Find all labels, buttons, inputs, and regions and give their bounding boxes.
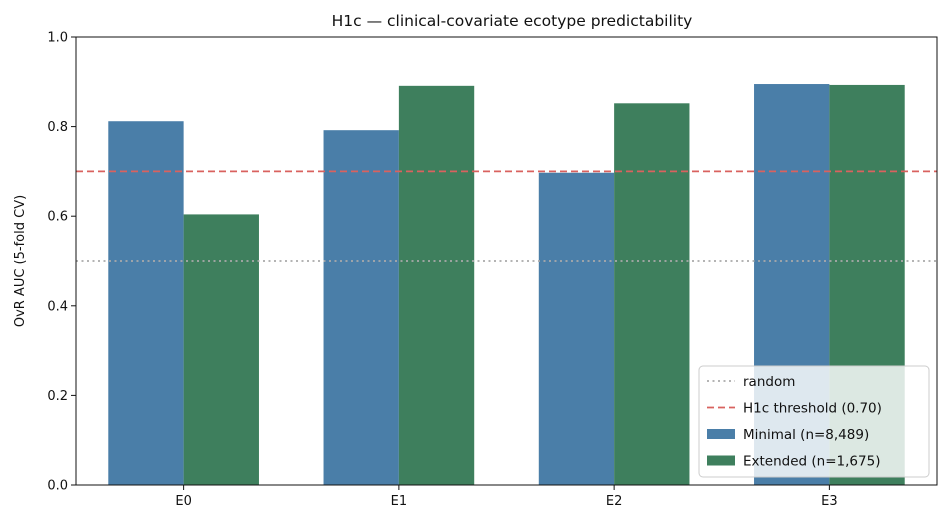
- x-tick-label: E2: [606, 494, 623, 509]
- x-tick-label: E3: [821, 494, 838, 509]
- x-tick-label: E0: [175, 494, 192, 509]
- axes-frame: [75, 36, 938, 486]
- legend-label: random: [743, 374, 795, 390]
- legend-label: Minimal (n=8,489): [743, 427, 869, 443]
- legend-label: Extended (n=1,675): [743, 454, 880, 470]
- y-tick-label: 0.6: [47, 210, 68, 225]
- chart-title: H1c — clinical-covariate ecotype predict…: [332, 12, 693, 30]
- legend-box: [698, 365, 930, 478]
- y-tick-label: 1.0: [47, 31, 68, 46]
- y-tick-label: 0.8: [47, 120, 68, 135]
- bar-extended-e0: [183, 214, 259, 485]
- bar-extended-e1: [398, 85, 475, 485]
- x-tick-label: E1: [391, 494, 408, 509]
- legend-patch-swatch: [707, 455, 735, 466]
- legend-label: H1c threshold (0.70): [743, 401, 882, 417]
- bar-minimal-e2: [538, 172, 615, 485]
- bar-minimal-e1: [323, 130, 399, 485]
- legend: random H1c threshold (0.70) Minimal (n=8,4…: [698, 365, 930, 478]
- bar-minimal-e0: [108, 121, 184, 485]
- bar-extended-e2: [614, 103, 690, 485]
- y-tick-label: 0.2: [47, 389, 68, 404]
- y-tick-label: 0.4: [47, 299, 68, 314]
- y-tick-label: 0.0: [47, 479, 68, 494]
- y-axis-label: OvR AUC (5-fold CV): [13, 195, 28, 327]
- legend-patch-swatch: [707, 429, 735, 439]
